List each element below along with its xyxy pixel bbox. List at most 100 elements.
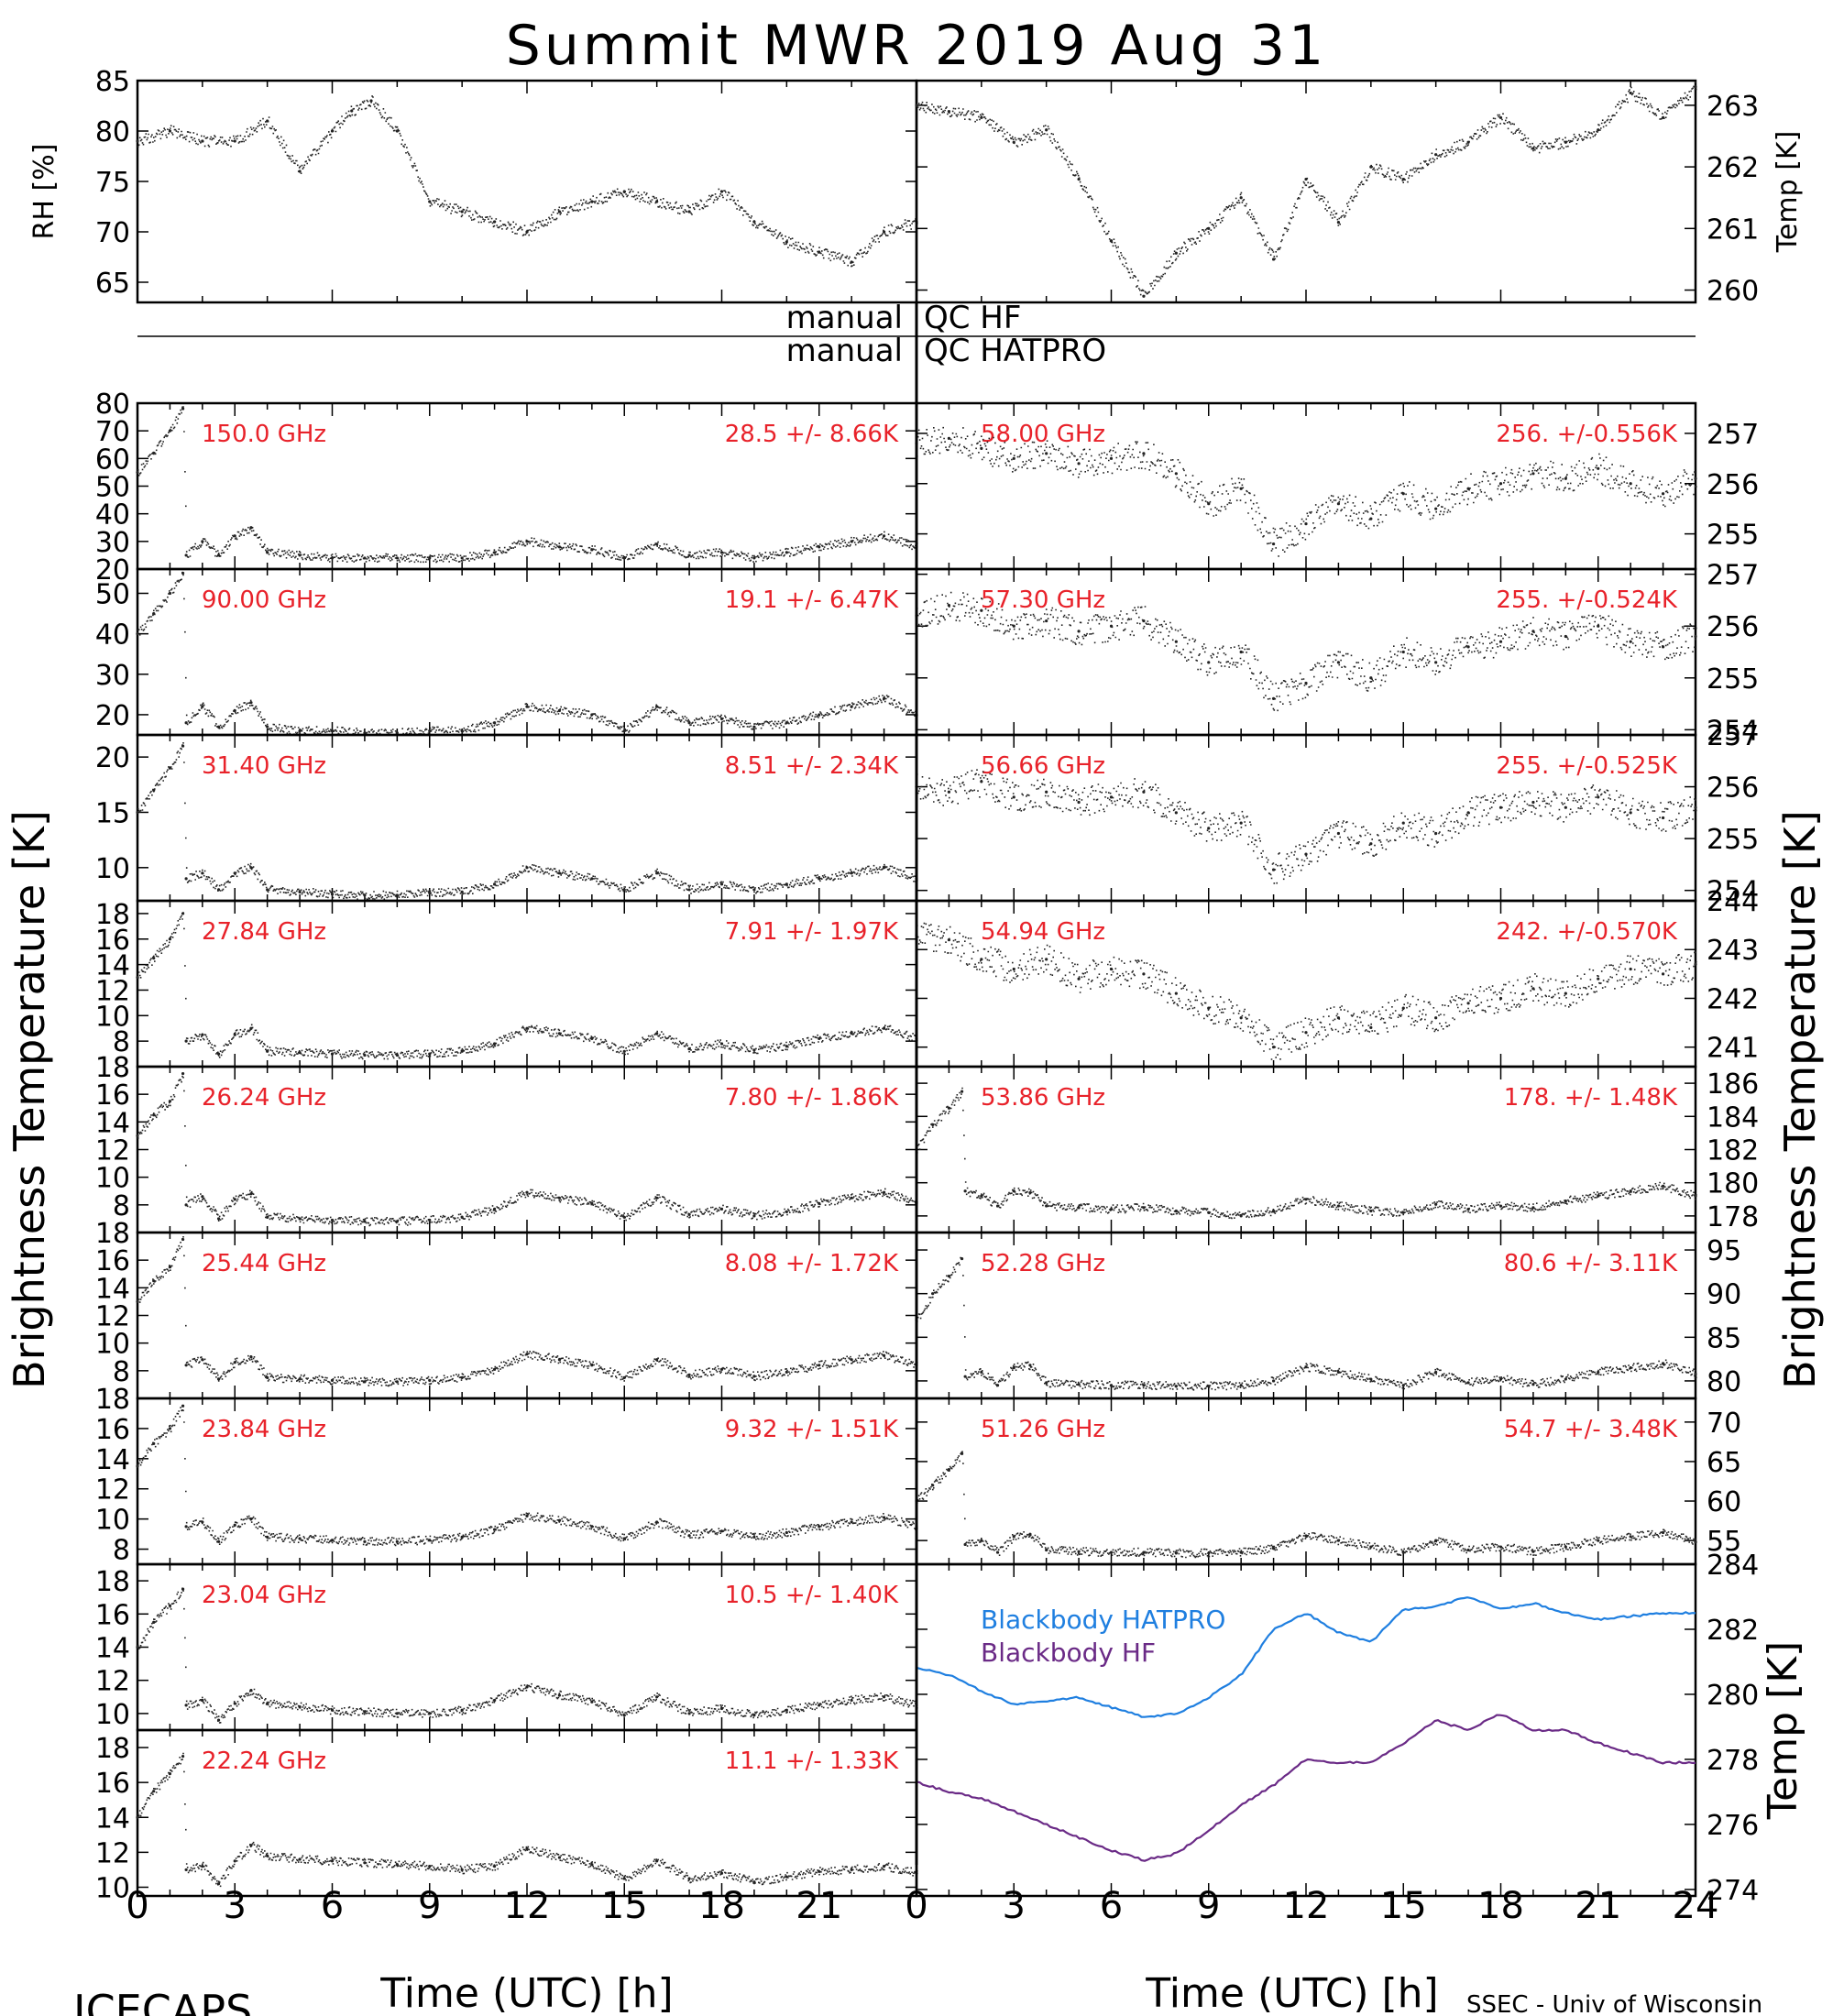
channel-label: 27.84 GHz bbox=[202, 918, 326, 946]
data-point bbox=[1531, 1206, 1535, 1210]
data-point bbox=[233, 1361, 236, 1364]
y-tick-label: 60 bbox=[1707, 1486, 1741, 1518]
data-point bbox=[1629, 640, 1632, 643]
data-point bbox=[1564, 992, 1567, 995]
y-tick-label: 255 bbox=[1707, 663, 1759, 696]
y-tick-label: 80 bbox=[1707, 1366, 1741, 1398]
data-point bbox=[1694, 1372, 1697, 1375]
data-point bbox=[136, 632, 139, 636]
data-point bbox=[963, 1189, 967, 1193]
data-point bbox=[1028, 1364, 1032, 1367]
channel-stats: 178. +/- 1.48K bbox=[1504, 1084, 1678, 1112]
y-tick-label: 85 bbox=[1707, 1322, 1741, 1354]
data-point bbox=[1174, 992, 1178, 995]
panel-rh: 65 70 75 80 85 RH [%] bbox=[28, 66, 918, 304]
y-tick-label: 18 bbox=[95, 1733, 130, 1765]
data-point bbox=[181, 1404, 185, 1408]
data-point bbox=[687, 210, 691, 214]
data-point bbox=[1629, 1535, 1632, 1539]
data-point bbox=[152, 1790, 156, 1793]
y-tick-label: 30 bbox=[95, 660, 130, 692]
data-point bbox=[136, 1299, 139, 1304]
data-point bbox=[1597, 1194, 1600, 1198]
data-trace bbox=[137, 742, 918, 901]
data-point bbox=[1336, 502, 1341, 506]
y-axis-label-blackbody: Temp [K] bbox=[1760, 1641, 1806, 1820]
panel-ch5800: 255 256 257 58.00 GHz 256. +/-0.556K bbox=[915, 401, 1759, 571]
data-trace bbox=[137, 1752, 918, 1888]
channel-label: 23.04 GHz bbox=[202, 1582, 326, 1609]
data-point bbox=[1434, 1016, 1438, 1020]
data-point bbox=[1466, 645, 1470, 649]
data-point bbox=[1239, 650, 1243, 654]
x-tick-label: 9 bbox=[1197, 1885, 1220, 1927]
data-point bbox=[249, 701, 253, 705]
x-tick-label: 3 bbox=[1003, 1885, 1026, 1927]
y-tick-label: 256 bbox=[1707, 772, 1759, 805]
data-point bbox=[590, 1863, 594, 1867]
data-point bbox=[1271, 542, 1276, 546]
x-tick-label: 12 bbox=[1283, 1885, 1330, 1927]
channel-stats: 255. +/-0.525K bbox=[1496, 752, 1678, 780]
data-trace bbox=[137, 406, 918, 564]
data-point bbox=[1142, 790, 1146, 794]
data-point bbox=[428, 1378, 432, 1382]
y-tick-label: 14 bbox=[95, 1802, 130, 1835]
data-point bbox=[1239, 487, 1243, 490]
x-tick-label: 12 bbox=[504, 1885, 551, 1927]
y-tick-label: 20 bbox=[95, 742, 130, 774]
panel-ch5730: 254 255 256 257 57.30 GHz 255. +/-0.524K bbox=[915, 560, 1759, 747]
y-tick-label: 282 bbox=[1707, 1615, 1759, 1647]
channel-label: 31.40 GHz bbox=[202, 752, 326, 780]
data-point bbox=[184, 1525, 188, 1528]
y-tick-label: 14 bbox=[95, 1444, 130, 1476]
data-point bbox=[216, 1052, 221, 1056]
plot-frame bbox=[915, 79, 1697, 304]
data-point bbox=[1045, 452, 1048, 455]
data-trace bbox=[137, 95, 918, 268]
y-tick-label: 70 bbox=[1707, 1408, 1741, 1440]
data-point bbox=[980, 446, 983, 450]
plot-frame bbox=[136, 79, 918, 304]
data-point bbox=[1304, 522, 1308, 526]
data-point bbox=[1271, 1547, 1276, 1550]
data-point bbox=[184, 721, 188, 725]
y-tick-label: 274 bbox=[1707, 1875, 1759, 1907]
data-trace bbox=[916, 769, 1697, 884]
y-tick-label: 80 bbox=[95, 116, 130, 148]
y-tick-label: 180 bbox=[1707, 1168, 1759, 1200]
x-tick-labels: 0 3 6 9 12 15 18 21 0 3 6 9 12 15 18 21 24 bbox=[126, 1885, 1718, 1927]
data-point bbox=[1597, 128, 1600, 132]
x-tick-label: 6 bbox=[321, 1885, 344, 1927]
channel-label: 53.86 GHz bbox=[981, 1084, 1105, 1112]
data-point bbox=[1174, 251, 1178, 255]
data-point bbox=[168, 937, 172, 941]
data-point bbox=[1694, 634, 1697, 639]
x-tick-label: 21 bbox=[1575, 1885, 1621, 1927]
y-tick-label: 8 bbox=[113, 1026, 130, 1058]
chart-title: Summit MWR 2019 Aug 31 bbox=[506, 14, 1327, 78]
data-point bbox=[1564, 477, 1567, 480]
data-point bbox=[1304, 852, 1308, 856]
data-point bbox=[249, 1192, 253, 1196]
x-tick-label: 21 bbox=[796, 1885, 842, 1927]
data-point bbox=[136, 470, 139, 475]
data-point bbox=[1271, 868, 1276, 871]
data-point bbox=[1401, 821, 1405, 825]
data-point bbox=[963, 1375, 967, 1378]
data-point bbox=[752, 1535, 756, 1539]
y-tick-label: 70 bbox=[95, 217, 130, 249]
panel-ch3140: 10 15 20 31.40 GHz 8.51 +/- 2.34K bbox=[95, 733, 918, 903]
y-tick-label: 50 bbox=[95, 578, 130, 610]
x-tick-label: 15 bbox=[601, 1885, 648, 1927]
data-point bbox=[557, 1693, 562, 1697]
y-tick-label: 16 bbox=[95, 1414, 130, 1446]
data-point bbox=[752, 1048, 756, 1052]
x-tick-label: 6 bbox=[1100, 1885, 1123, 1927]
x-tick-label: 0 bbox=[905, 1885, 927, 1927]
data-point bbox=[557, 210, 562, 214]
data-point bbox=[181, 1071, 185, 1076]
